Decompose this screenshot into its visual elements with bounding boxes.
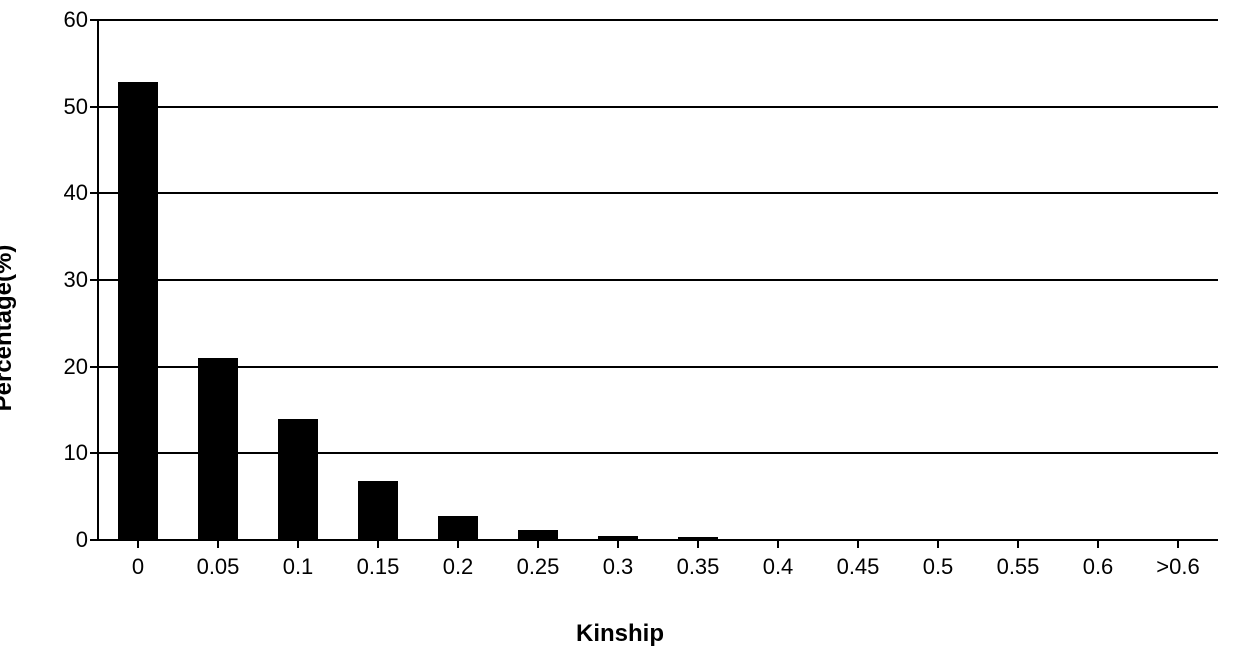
bar <box>358 481 398 540</box>
xtick-label: 0.05 <box>197 540 240 580</box>
bar <box>518 530 558 540</box>
gridline <box>98 539 1218 541</box>
bar <box>438 516 478 540</box>
xtick-label: 0 <box>132 540 144 580</box>
xtick-label: 0.45 <box>837 540 880 580</box>
ytick-label: 40 <box>64 180 98 206</box>
xtick-label: 0.3 <box>603 540 634 580</box>
gridline <box>98 279 1218 281</box>
bar <box>118 82 158 540</box>
xtick-label: 0.35 <box>677 540 720 580</box>
gridline <box>98 366 1218 368</box>
gridline <box>98 106 1218 108</box>
xtick-label: 0.2 <box>443 540 474 580</box>
gridline <box>98 452 1218 454</box>
plot-area: 010203040506000.050.10.150.20.250.30.350… <box>98 20 1218 540</box>
y-axis-label: Percentage(%) <box>0 245 18 412</box>
x-axis-label: Kinship <box>0 620 1240 648</box>
xtick-label: 0.5 <box>923 540 954 580</box>
ytick-label: 60 <box>64 7 98 33</box>
ytick-label: 0 <box>76 527 98 553</box>
xtick-label: 0.1 <box>283 540 314 580</box>
ytick-label: 20 <box>64 354 98 380</box>
bar <box>278 419 318 540</box>
ytick-label: 10 <box>64 440 98 466</box>
bar <box>198 358 238 540</box>
xtick-label: 0.15 <box>357 540 400 580</box>
xtick-label: >0.6 <box>1156 540 1199 580</box>
kinship-percentage-chart: Percentage(%) Kinship 010203040506000.05… <box>0 0 1240 656</box>
ytick-label: 30 <box>64 267 98 293</box>
ytick-label: 50 <box>64 94 98 120</box>
xtick-label: 0.6 <box>1083 540 1114 580</box>
xtick-label: 0.25 <box>517 540 560 580</box>
gridline <box>98 192 1218 194</box>
xtick-label: 0.4 <box>763 540 794 580</box>
gridline <box>98 19 1218 21</box>
xtick-label: 0.55 <box>997 540 1040 580</box>
